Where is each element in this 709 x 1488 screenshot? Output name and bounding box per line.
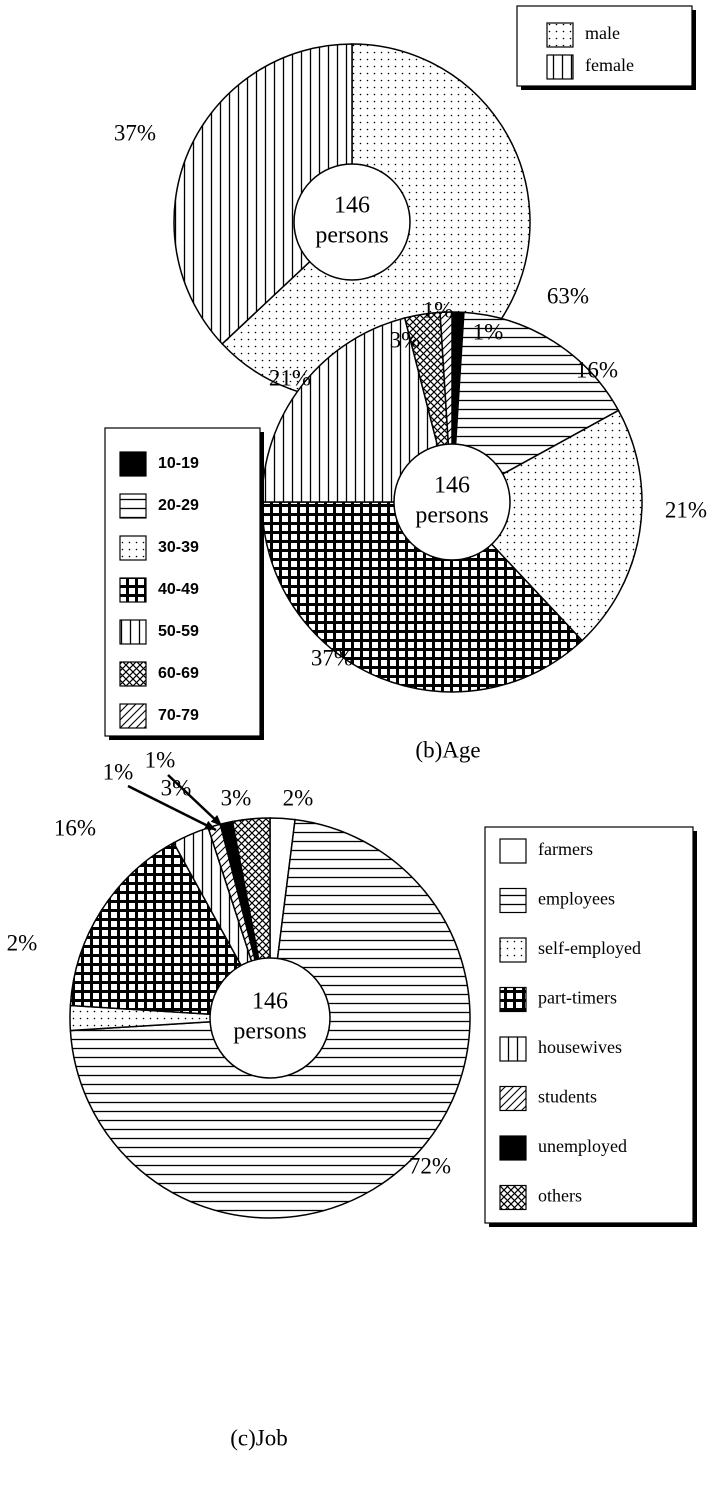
legend-label: male (585, 23, 620, 43)
legend-label: 10-19 (158, 455, 199, 472)
legend-swatch (119, 493, 147, 519)
legend-label: 60-69 (158, 665, 199, 682)
value-label: 3% (221, 785, 252, 810)
legend-label: unemployed (538, 1136, 627, 1156)
value-label: 37% (311, 645, 353, 670)
legend-swatch (119, 535, 147, 561)
legend-swatch (499, 1184, 527, 1211)
value-label: 1% (423, 297, 454, 322)
value-label: 1% (473, 319, 504, 344)
legend-label: self-employed (538, 938, 641, 958)
legend-swatch (499, 1085, 527, 1112)
legend-swatch (499, 1135, 527, 1161)
center-label: 146 (252, 989, 288, 1015)
legend-swatch (499, 986, 527, 1013)
legend-label: part-timers (538, 988, 617, 1008)
pie-hole (209, 957, 331, 1079)
legend-box (484, 826, 694, 1224)
arrow-head (210, 815, 222, 826)
legend: male female (516, 5, 696, 90)
value-label: 3% (390, 327, 421, 352)
legend-label: employees (538, 889, 615, 909)
legend-label: housewives (538, 1037, 622, 1057)
legend: 10-19 20-29 30-39 40-49 50-59 60-69 70-79 (104, 427, 264, 740)
center-label: 146 (434, 473, 470, 499)
legend-swatch (499, 937, 527, 963)
legend: farmers employees self-employed part-timers… (484, 826, 697, 1227)
value-label: 16% (54, 815, 96, 840)
legend-swatch (546, 22, 574, 48)
legend-swatch (546, 54, 574, 80)
legend-swatch (499, 887, 527, 914)
legend-label: female (585, 55, 634, 75)
value-label: 21% (665, 497, 707, 522)
value-label: 16% (576, 357, 618, 382)
leader-arrow (167, 774, 223, 827)
legend-label: 40-49 (158, 581, 199, 598)
legend-box (516, 5, 693, 87)
center-label: 146 (334, 193, 370, 219)
value-label: 37% (114, 120, 156, 145)
pie-slice (450, 409, 643, 642)
value-label: 1% (145, 747, 176, 772)
legend-label: students (538, 1087, 597, 1107)
center-label: persons (415, 503, 488, 529)
legend-label: farmers (538, 839, 593, 859)
value-label: 21% (269, 365, 311, 390)
legend-swatch (499, 1036, 527, 1062)
pie-hole (393, 443, 511, 561)
value-label: 3% (161, 775, 192, 800)
pie-chart: 146persons1%16%21%37%21%3%1%(b)Age10-192… (104, 297, 707, 762)
legend-swatch (119, 703, 147, 729)
legend-label: 20-29 (158, 497, 199, 514)
legend-swatch (499, 838, 527, 864)
value-label: 2% (7, 930, 38, 955)
legend-label: others (538, 1186, 582, 1206)
value-label: 2% (283, 785, 314, 810)
pie-chart: 146 persons 2% 72% 2% 16% 3% 1% 1% 3% (c)Job farmer… (7, 747, 697, 1450)
pie-slice (173, 43, 353, 345)
leader-arrow (127, 784, 217, 832)
legend-label: 70-79 (158, 707, 199, 724)
legend-swatch (119, 619, 147, 645)
pie-slice (451, 311, 620, 504)
arrow-head (204, 820, 216, 830)
legend-label: 30-39 (158, 539, 199, 556)
legend-swatch (119, 577, 147, 603)
chart-caption: (c)Job (230, 1425, 287, 1450)
value-label: 63% (547, 283, 589, 308)
value-label: 72% (409, 1153, 451, 1178)
pie-slice (69, 841, 272, 1019)
legend-swatch (119, 451, 147, 477)
center-label: persons (233, 1019, 306, 1045)
legend-label: 50-59 (158, 623, 199, 640)
pie-hole (293, 163, 411, 281)
legend-swatch (119, 661, 147, 687)
pie-slice (261, 501, 584, 693)
center-label: persons (315, 223, 388, 249)
value-label: 1% (103, 759, 134, 784)
chart-caption: (b)Age (415, 737, 480, 762)
